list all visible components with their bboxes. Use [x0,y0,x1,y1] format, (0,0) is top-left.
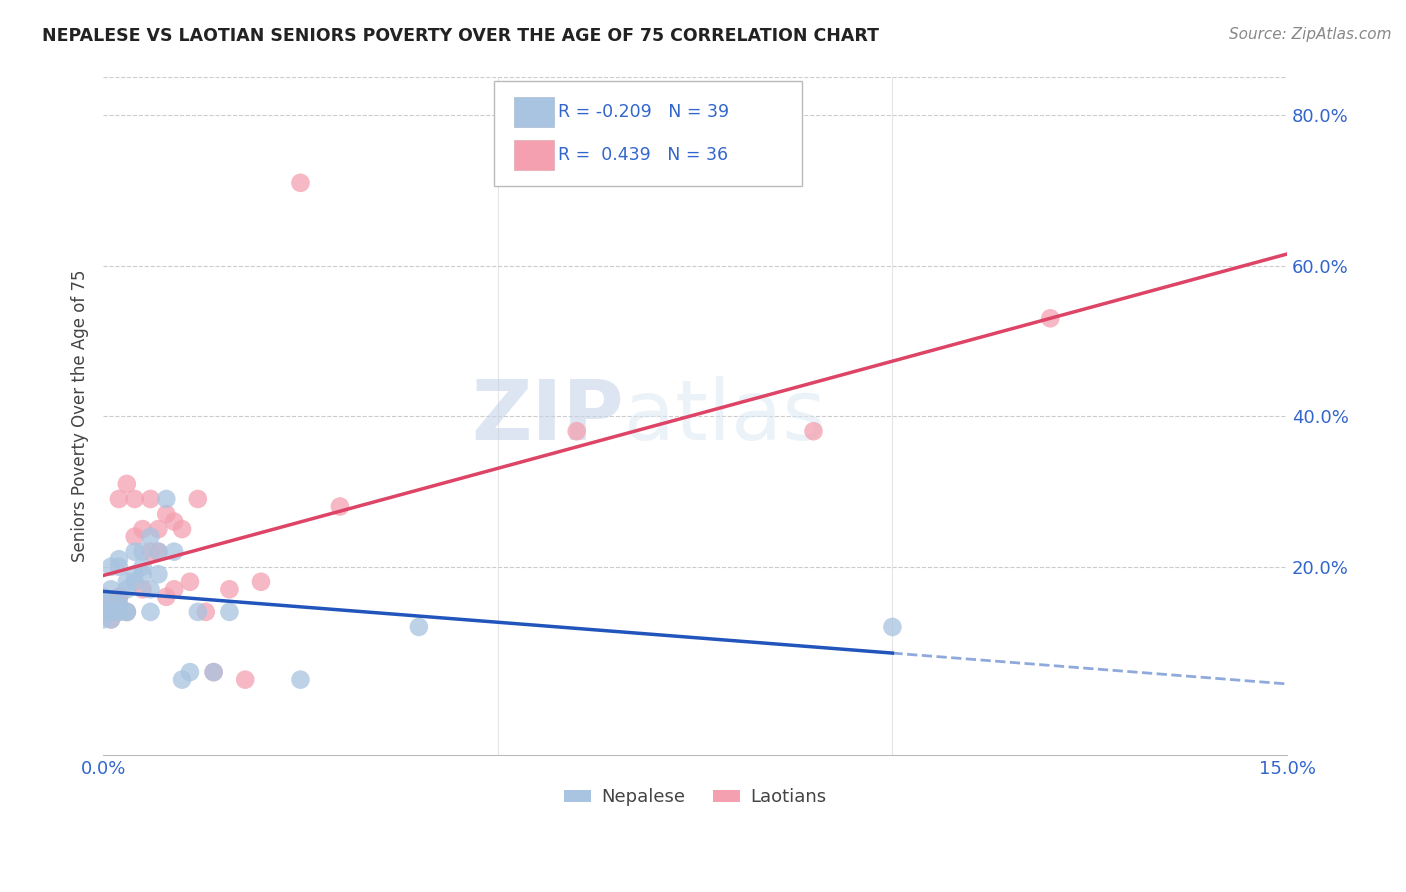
Point [131,582,153,597]
Point [131,522,153,536]
Point [108,491,131,506]
Point [202,665,225,679]
Point [108,605,131,619]
Point [163,582,186,597]
Point [233,673,256,687]
Y-axis label: Seniors Poverty Over the Age of 75: Seniors Poverty Over the Age of 75 [72,270,89,563]
FancyBboxPatch shape [515,140,554,170]
Point [131,544,153,558]
Point [170,522,193,536]
Point [139,605,162,619]
Point [115,477,138,491]
Point [882,620,904,634]
Point [100,582,122,597]
Point [124,567,146,582]
Point [155,590,177,604]
Point [148,544,170,558]
Point [124,491,146,506]
Point [148,522,170,536]
Point [139,582,162,597]
Point [170,673,193,687]
Text: ZIP: ZIP [471,376,624,457]
Point [108,590,131,604]
Point [163,544,186,558]
Point [218,605,240,619]
Point [100,612,122,626]
Point [155,491,177,506]
Point [91,590,114,604]
Point [139,530,162,544]
Point [408,620,430,634]
Point [108,605,131,619]
Point [139,544,162,558]
Point [179,665,201,679]
Point [115,605,138,619]
Legend: Nepalese, Laotians: Nepalese, Laotians [557,781,834,814]
Point [100,612,122,626]
Point [187,491,209,506]
Point [91,605,114,619]
Point [290,176,312,190]
Point [100,598,122,612]
Point [100,605,122,619]
Point [148,567,170,582]
FancyBboxPatch shape [515,96,554,127]
Point [155,507,177,521]
Point [250,574,273,589]
Point [131,559,153,574]
Point [108,598,131,612]
Point [148,544,170,558]
Point [91,598,114,612]
Point [115,605,138,619]
Point [108,559,131,574]
Point [179,574,201,589]
Point [218,582,240,597]
Point [194,605,217,619]
Point [131,567,153,582]
Text: atlas: atlas [624,376,825,457]
Text: R = -0.209   N = 39: R = -0.209 N = 39 [558,103,728,120]
Point [108,552,131,566]
Point [329,500,352,514]
Point [100,605,122,619]
Point [124,530,146,544]
Text: Source: ZipAtlas.com: Source: ZipAtlas.com [1229,27,1392,42]
FancyBboxPatch shape [494,81,801,186]
Point [100,605,122,619]
Point [124,544,146,558]
Point [108,598,131,612]
Point [108,590,131,604]
Point [803,424,825,438]
Text: NEPALESE VS LAOTIAN SENIORS POVERTY OVER THE AGE OF 75 CORRELATION CHART: NEPALESE VS LAOTIAN SENIORS POVERTY OVER… [42,27,879,45]
Point [91,605,114,619]
Point [91,612,114,626]
Text: R =  0.439   N = 36: R = 0.439 N = 36 [558,146,728,164]
Point [565,424,588,438]
Point [290,673,312,687]
Point [115,574,138,589]
Point [202,665,225,679]
Point [163,515,186,529]
Point [91,598,114,612]
Point [115,582,138,597]
Point [100,559,122,574]
Point [1039,311,1062,326]
Point [115,605,138,619]
Point [139,491,162,506]
Point [124,574,146,589]
Point [187,605,209,619]
